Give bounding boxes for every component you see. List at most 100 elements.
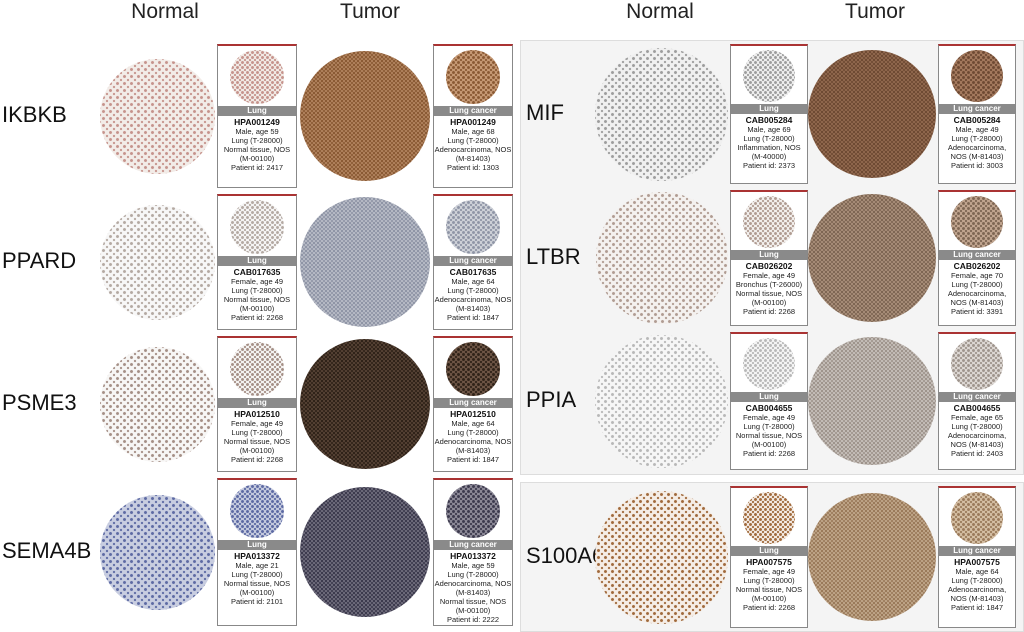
sample-detail: Normal tissue, NOS (M-00100)	[735, 585, 803, 603]
sample-detail: Patient id: 2101	[230, 597, 284, 606]
column-header: Normal	[131, 0, 199, 23]
tumor-tissue-image	[300, 339, 430, 469]
sample-detail: Female, age 70	[950, 271, 1004, 280]
antibody-id: HPA001249	[450, 117, 496, 127]
info-card: Lung CAB005284 Male, age 69 Lung (T-28000) I…	[730, 44, 808, 184]
sample-detail: Patient id: 1847	[446, 313, 500, 322]
gene-label: S100A6	[526, 543, 605, 568]
sample-detail: Adenocarcinoma, NOS (M-81403)	[947, 431, 1007, 449]
tissue-label: Lung	[731, 250, 807, 260]
antibody-id: HPA007575	[954, 557, 1000, 567]
sample-detail: Normal tissue, NOS (M-00100)	[439, 597, 507, 615]
gene-label: PPIA	[526, 387, 577, 412]
sample-detail: Normal tissue, NOS (M-00100)	[223, 579, 291, 597]
tissue-label: Lung cancer	[434, 540, 512, 550]
info-card: Lung HPA012510 Female, age 49 Lung (T-28000…	[217, 336, 297, 472]
antibody-id: HPA007575	[746, 557, 792, 567]
antibody-id: CAB005284	[953, 115, 1001, 125]
antibody-id: CAB004655	[745, 403, 793, 413]
sample-detail: Lung (T-28000)	[231, 286, 283, 295]
gene-label: SEMA4B	[2, 538, 92, 563]
sample-detail: Patient id: 1303	[446, 163, 500, 172]
sample-detail: Lung (T-28000)	[951, 134, 1003, 143]
sample-detail: Normal tissue, NOS (M-00100)	[735, 431, 803, 449]
thumbnail	[951, 50, 1003, 102]
sample-detail: Lung (T-28000)	[951, 422, 1003, 431]
sample-detail: Male, age 21	[235, 561, 279, 570]
sample-detail: Lung (T-28000)	[951, 280, 1003, 289]
sample-detail: Adenocarcinoma, NOS (M-81403)	[434, 579, 512, 597]
normal-tissue-image	[595, 490, 728, 624]
sample-detail: Male, age 49	[955, 125, 999, 134]
tissue-label: Lung	[731, 392, 807, 402]
tumor-tissue-image	[300, 51, 430, 181]
tumor-tissue-image	[808, 337, 936, 465]
sample-detail: Patient id: 2268	[742, 603, 796, 612]
info-card: Lung HPA013372 Male, age 21 Lung (T-28000) N…	[217, 478, 297, 626]
antibody-id: HPA012510	[450, 409, 496, 419]
info-card: Lung cancer HPA001249 Male, age 68 Lung (T-…	[433, 44, 513, 188]
column-header: Normal	[626, 0, 694, 23]
sample-detail: Male, age 59	[451, 561, 495, 570]
antibody-id: CAB005284	[745, 115, 793, 125]
antibody-id: CAB017635	[233, 267, 281, 277]
sample-detail: Female, age 49	[230, 419, 284, 428]
tumor-tissue-image	[808, 194, 936, 322]
tissue-label: Lung cancer	[939, 546, 1015, 556]
sample-detail: Patient id: 3003	[950, 161, 1004, 170]
sample-detail: Lung (T-28000)	[447, 570, 499, 579]
sample-detail: Lung (T-28000)	[447, 136, 499, 145]
thumbnail	[230, 484, 284, 538]
tumor-tissue-image	[300, 487, 430, 617]
tissue-label: Lung cancer	[434, 256, 512, 266]
sample-detail: Male, age 64	[955, 567, 999, 576]
sample-detail: Patient id: 2222	[446, 615, 500, 624]
sample-detail: Normal tissue, NOS (M-00100)	[223, 437, 291, 455]
sample-detail: Inflammation, NOS (M-40000)	[737, 143, 801, 161]
info-card: Lung cancer CAB004655 Female, age 65 Lung (…	[938, 332, 1016, 470]
antibody-id: HPA001249	[234, 117, 280, 127]
sample-detail: Lung (T-28000)	[231, 136, 283, 145]
sample-detail: Male, age 64	[451, 277, 495, 286]
normal-tissue-image	[100, 494, 215, 610]
thumbnail	[743, 492, 795, 544]
sample-detail: Patient id: 2373	[742, 161, 796, 170]
tissue-label: Lung	[218, 398, 296, 408]
sample-detail: Lung (T-28000)	[231, 570, 283, 579]
sample-detail: Patient id: 2268	[230, 455, 284, 464]
info-card: Lung CAB004655 Female, age 49 Lung (T-28000…	[730, 332, 808, 470]
sample-detail: Patient id: 2268	[742, 307, 796, 316]
tissue-label: Lung cancer	[939, 104, 1015, 114]
sample-detail: Patient id: 3391	[950, 307, 1004, 316]
sample-detail: Male, age 69	[747, 125, 791, 134]
thumbnail	[446, 50, 500, 104]
sample-detail: Patient id: 1847	[950, 603, 1004, 612]
tissue-label: Lung	[218, 106, 296, 116]
antibody-id: CAB026202	[953, 261, 1001, 271]
thumbnail	[743, 196, 795, 248]
sample-detail: Lung (T-28000)	[743, 134, 795, 143]
sample-detail: Lung (T-28000)	[951, 576, 1003, 585]
sample-detail: Female, age 65	[950, 413, 1004, 422]
sample-detail: Lung (T-28000)	[743, 422, 795, 431]
info-card: Lung cancer HPA007575 Male, age 64 Lung (T-…	[938, 486, 1016, 628]
antibody-id: CAB026202	[745, 261, 793, 271]
antibody-id: HPA013372	[450, 551, 496, 561]
gene-label: LTBR	[526, 244, 581, 269]
normal-tissue-image	[595, 334, 728, 468]
tissue-label: Lung cancer	[939, 392, 1015, 402]
tissue-label: Lung	[731, 104, 807, 114]
tumor-tissue-image	[300, 197, 430, 327]
normal-tissue-image	[595, 192, 728, 324]
tissue-label: Lung cancer	[434, 398, 512, 408]
normal-tissue-image	[595, 47, 728, 181]
info-card: Lung cancer HPA013372 Male, age 59 Lung (T-…	[433, 478, 513, 626]
thumbnail	[446, 200, 500, 254]
info-card: Lung CAB026202 Female, age 49 Bronchus (T-2…	[730, 190, 808, 326]
thumbnail	[446, 484, 500, 538]
sample-detail: Normal tissue, NOS (M-00100)	[735, 289, 803, 307]
tissue-label: Lung	[218, 256, 296, 266]
tissue-label: Lung	[731, 546, 807, 556]
thumbnail	[743, 338, 795, 390]
